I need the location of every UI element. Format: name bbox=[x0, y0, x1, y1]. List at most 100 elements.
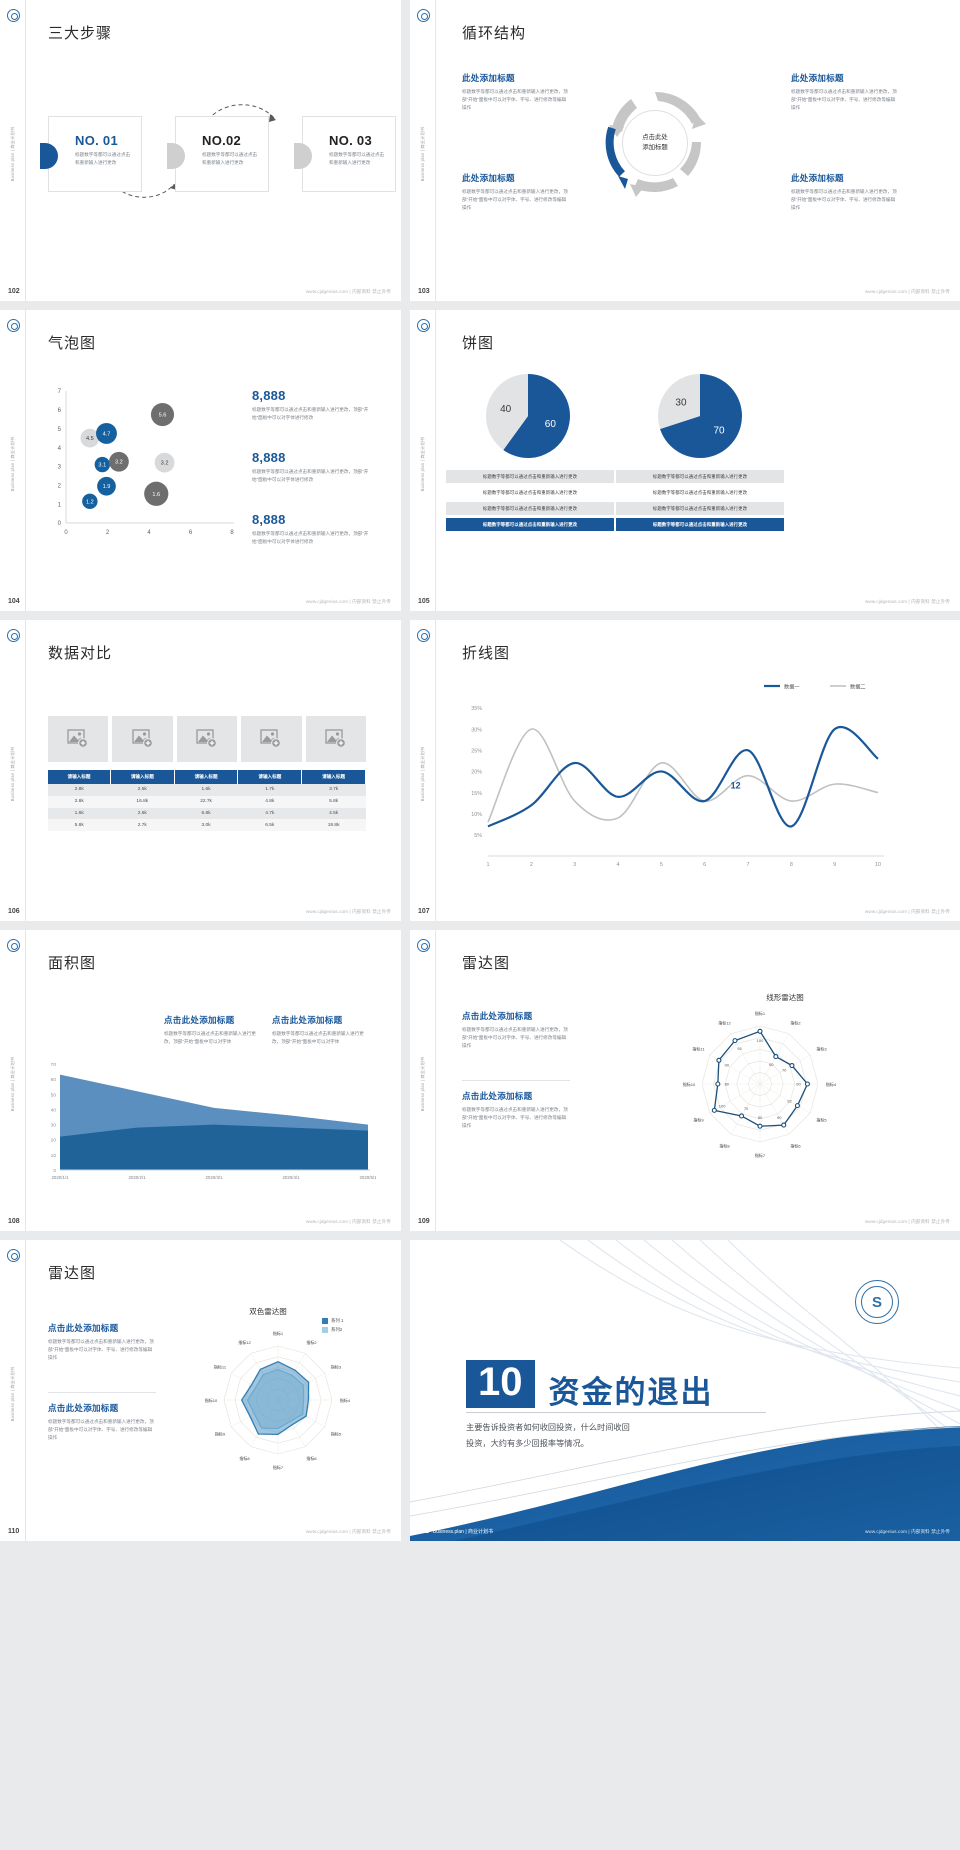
table-cell: 2.8k bbox=[48, 784, 111, 796]
slide-110[interactable]: Business plan | 商业计划书 雷达图 点击此处添加标题 标题数字等… bbox=[0, 1240, 410, 1550]
block-body: 标题数字等都可以通过点击和重新输入进行更改，顶部“开始”面板中可以对字体、字号、… bbox=[48, 1419, 154, 1441]
table-cell: 19.8k bbox=[301, 819, 366, 832]
slide-107[interactable]: Business plan | 商业计划书 折线图 5% 10% 15% 20% 25%… bbox=[410, 620, 960, 930]
image-placeholder-row bbox=[48, 716, 367, 762]
area-block-2[interactable]: 点击此处添加标题 标题数字等都可以通过点击和重新输入进行更改，顶部“开始”面板中… bbox=[272, 1014, 372, 1046]
svg-text:2: 2 bbox=[530, 862, 533, 868]
page-number: 109 bbox=[418, 1218, 430, 1225]
svg-text:指标6: 指标6 bbox=[306, 1455, 317, 1461]
slide-105[interactable]: Business plan | 商业计划书 饼图 60 40 70 30 标题数字等都… bbox=[410, 310, 960, 620]
step-text: 标题数字等都可以通过点击和重新输入进行更改 bbox=[75, 152, 131, 166]
slide-106[interactable]: Business plan | 商业计划书 数据对比 请输入标题 请输入标题 请输入… bbox=[0, 620, 410, 930]
area-block-1[interactable]: 点击此处添加标题 标题数字等都可以通过点击和重新输入进行更改，顶部“开始”面板中… bbox=[164, 1014, 264, 1046]
table-row[interactable]: 2.8k 16.8k 22.7k 4.8k 5.8k bbox=[48, 795, 366, 808]
image-placeholder[interactable] bbox=[241, 716, 302, 762]
slide-104[interactable]: Business plan | 商业计划书 气泡图 0 1 2 3 4 5 6 7 0 2 4 6 8 4… bbox=[0, 310, 410, 620]
stat-block-3[interactable]: 8,888 标题数字等都可以通过点击和重新输入进行更改，顶部“开始”面板中可以对… bbox=[252, 512, 370, 546]
table-cell: 3.7k bbox=[301, 784, 366, 796]
slide-footer: 111 Business.plan | 商业计划书 www.cjdgenius.… bbox=[410, 1519, 960, 1541]
pie-legend-item[interactable]: 标题数字等都可以通过点击和重新输入进行更改 bbox=[616, 470, 784, 483]
radar-block-2[interactable]: 点击此处添加标题 标题数字等都可以通过点击和重新输入进行更改，顶部“开始”面板中… bbox=[48, 1392, 156, 1442]
chart-title: 线形雷达图 bbox=[766, 993, 804, 1002]
step-card-1[interactable]: NO. 01 标题数字等都可以通过点击和重新输入进行更改 bbox=[40, 116, 142, 192]
table-row[interactable]: 2.8k 2.5k 1.6k 1.7k 3.7k bbox=[48, 784, 366, 796]
pie-legend-item[interactable]: 标题数字等都可以通过点击和重新输入进行更改 bbox=[616, 518, 784, 531]
section-number: 10 bbox=[466, 1360, 535, 1408]
svg-text:数据二: 数据二 bbox=[850, 682, 866, 690]
step-number: NO. 03 bbox=[329, 133, 372, 148]
svg-text:指标12: 指标12 bbox=[238, 1339, 251, 1345]
stat-block-2[interactable]: 8,888 标题数字等都可以通过点击和重新输入进行更改，顶部“开始”面板中可以对… bbox=[252, 450, 370, 484]
stat-body: 标题数字等都可以通过点击和重新输入进行更改，顶部“开始”面板中可以对字体进行修改 bbox=[252, 407, 369, 421]
image-placeholder[interactable] bbox=[112, 716, 173, 762]
svg-text:4: 4 bbox=[147, 530, 151, 536]
svg-text:10: 10 bbox=[51, 1153, 57, 1159]
svg-text:指标8: 指标8 bbox=[719, 1142, 730, 1148]
slide-111[interactable]: S 10 资金的退出 主要告诉投资者如何收回投资，什么时间收回 投资，大约有多少… bbox=[410, 1240, 960, 1550]
step-card-2[interactable]: NO.02 标题数字等都可以通过点击和重新输入进行更改 bbox=[167, 116, 269, 192]
svg-text:95: 95 bbox=[737, 1046, 742, 1051]
step-card-3[interactable]: NO. 03 标题数字等都可以通过点击和重新输入进行更改 bbox=[294, 116, 396, 192]
legend-item: 系列 1 bbox=[322, 1318, 343, 1324]
radar-block-2[interactable]: 点击此处添加标题 标题数字等都可以通过点击和重新输入进行更改，顶部“开始”面板中… bbox=[462, 1080, 570, 1130]
table-cell: 1.6k bbox=[174, 784, 238, 796]
add-image-icon bbox=[260, 729, 282, 749]
cover-subtitle: 主要告诉投资者如何收回投资，什么时间收回 投资，大约有多少回报率等情况。 bbox=[466, 1420, 776, 1453]
block-heading: 点击此处添加标题 bbox=[48, 1403, 119, 1413]
step-number: NO. 01 bbox=[75, 133, 118, 148]
stat-value: 8,888 bbox=[252, 388, 286, 403]
image-placeholder[interactable] bbox=[305, 716, 367, 762]
rail-label: Business plan | 商业计划书 bbox=[10, 126, 15, 181]
block-heading: 此处添加标题 bbox=[462, 173, 515, 183]
slide-108[interactable]: Business plan | 商业计划书 面积图 点击此处添加标题 标题数字等… bbox=[0, 930, 410, 1240]
pie-legend-item[interactable]: 标题数字等都可以通过点击和重新输入进行更改 bbox=[446, 486, 614, 499]
radar-block-1[interactable]: 点击此处添加标题 标题数字等都可以通过点击和重新输入进行更改，顶部“开始”面板中… bbox=[462, 1010, 570, 1050]
image-placeholder[interactable] bbox=[48, 716, 109, 762]
cycle-block-4[interactable]: 此处添加标题 标题数字等都可以通过点击和重新输入进行更改，顶部“开始”面板中可以… bbox=[791, 172, 899, 212]
cycle-center-label[interactable]: 点击此处 添加标题 bbox=[622, 110, 688, 176]
pie-chart: 70 30 bbox=[658, 374, 742, 458]
pie-legend-item[interactable]: 标题数字等都可以通过点击和重新输入进行更改 bbox=[616, 502, 784, 515]
cycle-block-3[interactable]: 此处添加标题 标题数字等都可以通过点击和重新输入进行更改，顶部“开始”面板中可以… bbox=[791, 72, 899, 112]
svg-text:2020/2/1: 2020/2/1 bbox=[128, 1175, 146, 1180]
pie-legend-item[interactable]: 标题数字等都可以通过点击和重新输入进行更改 bbox=[446, 518, 614, 531]
svg-text:2: 2 bbox=[58, 483, 62, 489]
pie-legend-item[interactable]: 标题数字等都可以通过点击和重新输入进行更改 bbox=[446, 470, 614, 483]
block-body: 标题数字等都可以通过点击和重新输入进行更改，顶部“开始”面板中可以对字体、字号、… bbox=[48, 1339, 154, 1361]
cover-subtitle-line-2: 投资，大约有多少回报率等情况。 bbox=[466, 1439, 589, 1449]
comparison-table[interactable]: 请输入标题 请输入标题 请输入标题 请输入标题 请输入标题 2.8k 2.5k 1.6k 1.7… bbox=[48, 770, 366, 832]
page-title: 饼图 bbox=[462, 335, 495, 352]
svg-text:5: 5 bbox=[58, 427, 62, 433]
svg-text:3.2: 3.2 bbox=[115, 460, 123, 466]
pie-legend-item[interactable]: 标题数字等都可以通过点击和重新输入进行更改 bbox=[616, 486, 784, 499]
svg-text:60: 60 bbox=[545, 419, 557, 430]
block-body: 标题数字等都可以通过点击和重新输入进行更改，顶部“开始”面板中可以对字体、字号、… bbox=[791, 89, 897, 111]
slide-109[interactable]: Business plan | 商业计划书 雷达图 点击此处添加标题 标题数字等… bbox=[410, 930, 960, 1240]
legend-swatch bbox=[322, 1327, 328, 1333]
slide-102[interactable]: Business plan | 商业计划书 三大步骤 NO. 01 标题数字等都… bbox=[0, 0, 410, 310]
svg-text:0: 0 bbox=[53, 1168, 56, 1174]
slide-rail: Business plan | 商业计划书 bbox=[0, 1240, 26, 1541]
slide-rail: Business plan | 商业计划书 bbox=[410, 930, 436, 1231]
stat-block-1[interactable]: 8,888 标题数字等都可以通过点击和重新输入进行更改，顶部“开始”面板中可以对… bbox=[252, 388, 370, 422]
table-row[interactable]: 1.6k 2.6k 6.8k 4.7k 4.5k bbox=[48, 807, 366, 820]
cycle-block-1[interactable]: 此处添加标题 标题数字等都可以通过点击和重新输入进行更改，顶部“开始”面板中可以… bbox=[462, 72, 570, 112]
image-placeholder[interactable] bbox=[176, 716, 238, 762]
slide-103[interactable]: Business plan | 商业计划书 循环结构 此处添加标题 标题数字等都… bbox=[410, 0, 960, 310]
radar-block-1[interactable]: 点击此处添加标题 标题数字等都可以通过点击和重新输入进行更改，顶部“开始”面板中… bbox=[48, 1322, 156, 1362]
svg-text:20%: 20% bbox=[471, 770, 482, 776]
svg-text:80: 80 bbox=[725, 1082, 730, 1087]
table-row[interactable]: 5.8k 2.7k 3.0k 6.5k 19.8k bbox=[48, 819, 366, 832]
slide-footer: 110 www.cjdgenius.com | 内部资料 禁止外传 bbox=[0, 1519, 401, 1541]
svg-text:5: 5 bbox=[660, 862, 663, 868]
cycle-block-2[interactable]: 此处添加标题 标题数字等都可以通过点击和重新输入进行更改，顶部“开始”面板中可以… bbox=[462, 172, 570, 212]
table-column-header: 请输入标题 bbox=[110, 770, 175, 784]
svg-text:指标12: 指标12 bbox=[718, 1020, 731, 1026]
page-number: 108 bbox=[8, 1218, 20, 1225]
brand-logo-icon bbox=[7, 939, 20, 952]
pie-legend-item[interactable]: 标题数字等都可以通过点击和重新输入进行更改 bbox=[446, 502, 614, 515]
svg-text:2020/3/1: 2020/3/1 bbox=[205, 1175, 223, 1180]
svg-text:指标7: 指标7 bbox=[755, 1152, 766, 1158]
bubble-chart: 0 1 2 3 4 5 6 7 0 2 4 6 8 4.5 4.7 5.6 3.1 3.2 3.2 1.9 1.6 1.2 bbox=[48, 385, 238, 545]
svg-text:30: 30 bbox=[51, 1123, 57, 1129]
